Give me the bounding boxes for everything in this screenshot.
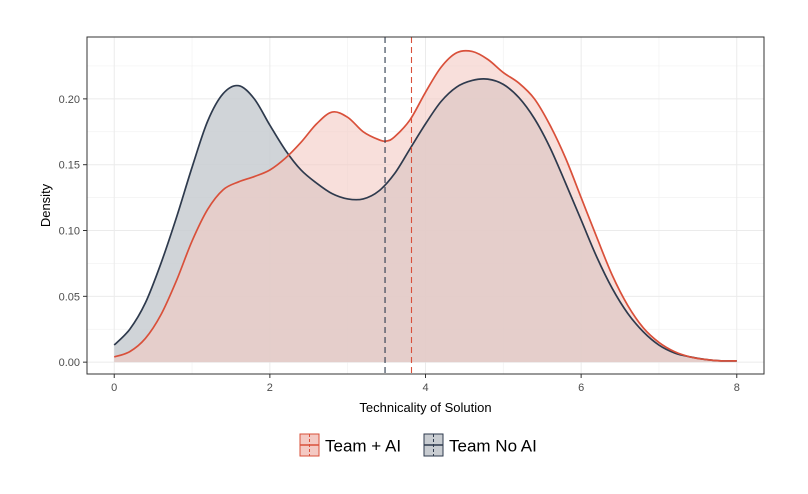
density-area-team-ai	[114, 50, 737, 363]
y-tick-label: 0.00	[59, 357, 80, 369]
mean-lines	[384, 37, 413, 374]
y-tick-label: 0.20	[59, 94, 80, 106]
x-tick-label: 6	[578, 382, 584, 394]
area-layer	[113, 49, 737, 363]
axis-layer: 0 2 4 6 8 0.00 0.05 0.10 0.15 0.20	[59, 94, 740, 394]
density-line-team-ai	[113, 49, 737, 362]
legend-label-team-no-ai: Team No AI	[449, 437, 537, 456]
x-axis-title: Technicality of Solution	[359, 400, 491, 415]
x-tick-label: 8	[734, 382, 740, 394]
y-axis-title: Density	[38, 183, 53, 227]
x-tick-label: 4	[422, 382, 428, 394]
legend-item-team-no-ai: Team No AI	[423, 433, 537, 457]
x-tick-label: 0	[111, 382, 117, 394]
legend: Team + AI Team No AI	[299, 433, 537, 457]
y-tick-label: 0.05	[59, 291, 80, 303]
legend-item-team-ai: Team + AI	[299, 433, 401, 457]
density-line-team-no-ai	[113, 78, 737, 362]
y-tick-label: 0.15	[59, 160, 80, 172]
y-tick-label: 0.10	[59, 226, 80, 238]
x-tick-label: 2	[267, 382, 273, 394]
legend-label-team-ai: Team + AI	[325, 437, 401, 456]
